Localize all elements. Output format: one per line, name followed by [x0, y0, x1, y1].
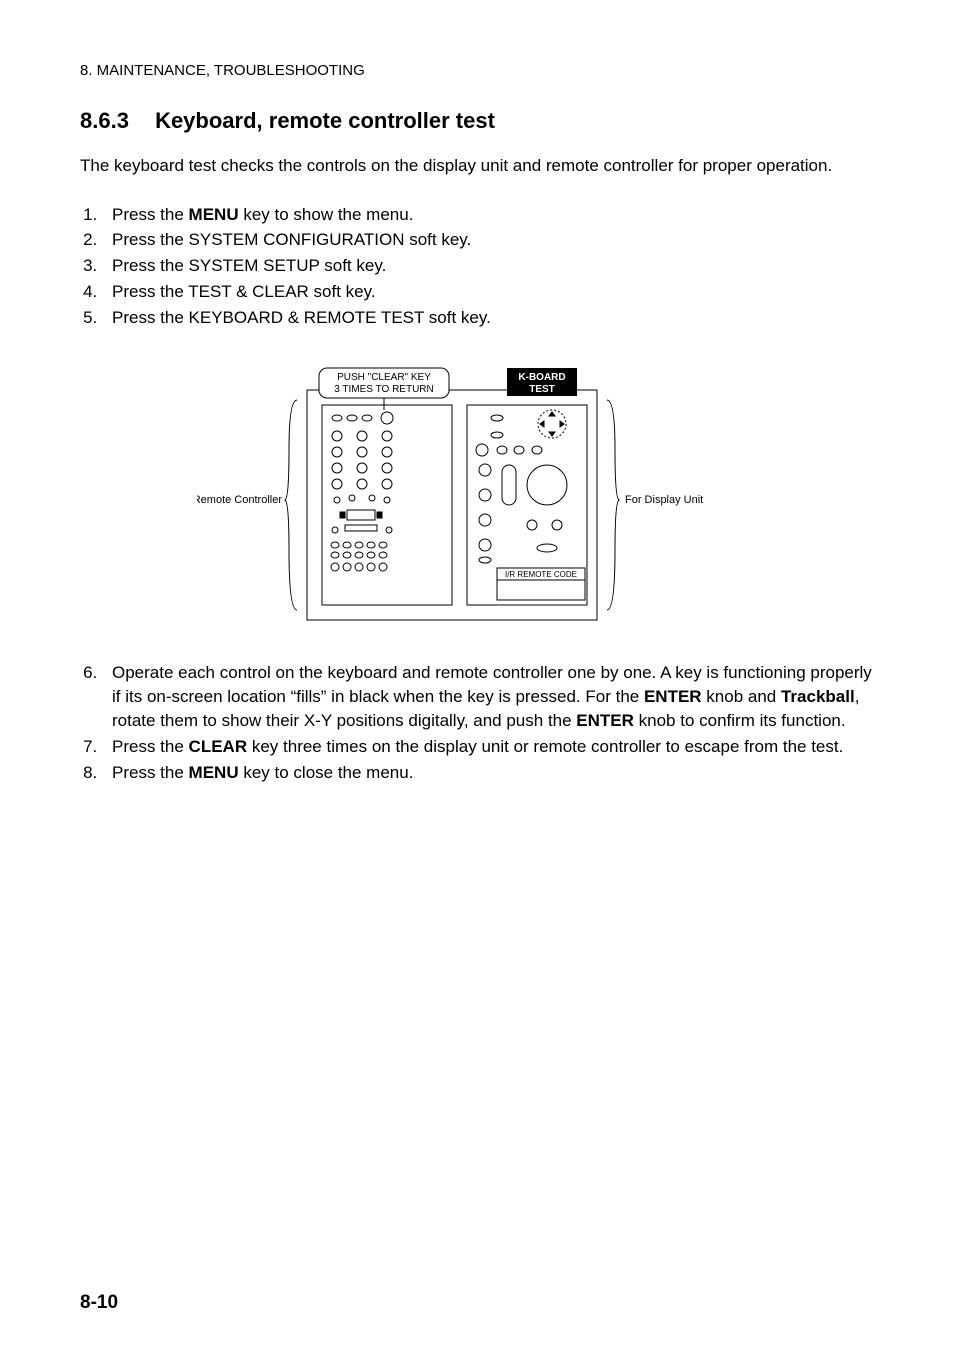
intro-paragraph: The keyboard test checks the controls on… [80, 154, 874, 178]
svg-text:For Display Unit: For Display Unit [625, 494, 703, 506]
step-2: Press the SYSTEM CONFIGURATION soft key. [102, 228, 874, 252]
section-heading: 8.6.3 Keyboard, remote controller test [80, 106, 874, 137]
page-number: 8-10 [80, 1290, 118, 1317]
steps-list-a: Press the MENU key to show the menu. Pre… [80, 203, 874, 330]
svg-text:PUSH "CLEAR" KEY: PUSH "CLEAR" KEY [337, 372, 431, 383]
step-6: Operate each control on the keyboard and… [102, 661, 874, 732]
svg-text:K-BOARD: K-BOARD [518, 372, 565, 383]
section-title: Keyboard, remote controller test [155, 108, 495, 133]
svg-text:For Remote Controller: For Remote Controller [197, 494, 282, 506]
svg-text:I/R REMOTE CODE: I/R REMOTE CODE [505, 570, 577, 579]
text: Press the [112, 205, 189, 224]
svg-text:3 TIMES TO RETURN: 3 TIMES TO RETURN [334, 384, 433, 395]
text: knob and [702, 687, 781, 706]
text: key to show the menu. [239, 205, 414, 224]
enter-key: ENTER [644, 687, 702, 706]
step-1: Press the MENU key to show the menu. [102, 203, 874, 227]
text: key to close the menu. [239, 763, 414, 782]
svg-text:TEST: TEST [529, 384, 555, 395]
keyboard-test-diagram: For Remote Controller PUSH "CLEAR" KEY 3… [80, 350, 874, 637]
section-number: 8.6.3 [80, 106, 129, 137]
steps-list-b: Operate each control on the keyboard and… [80, 661, 874, 784]
step-3: Press the SYSTEM SETUP soft key. [102, 254, 874, 278]
step-4: Press the TEST & CLEAR soft key. [102, 280, 874, 304]
text: Press the [112, 737, 189, 756]
clear-key: CLEAR [189, 737, 248, 756]
trackball: Trackball [781, 687, 855, 706]
step-5: Press the KEYBOARD & REMOTE TEST soft ke… [102, 306, 874, 330]
menu-key: MENU [189, 763, 239, 782]
text: Press the [112, 763, 189, 782]
page-header: 8. MAINTENANCE, TROUBLESHOOTING [80, 60, 874, 81]
enter-key: ENTER [576, 711, 634, 730]
text: knob to confirm its function. [634, 711, 846, 730]
step-7: Press the CLEAR key three times on the d… [102, 735, 874, 759]
text: key three times on the display unit or r… [247, 737, 843, 756]
step-8: Press the MENU key to close the menu. [102, 761, 874, 785]
menu-key: MENU [189, 205, 239, 224]
